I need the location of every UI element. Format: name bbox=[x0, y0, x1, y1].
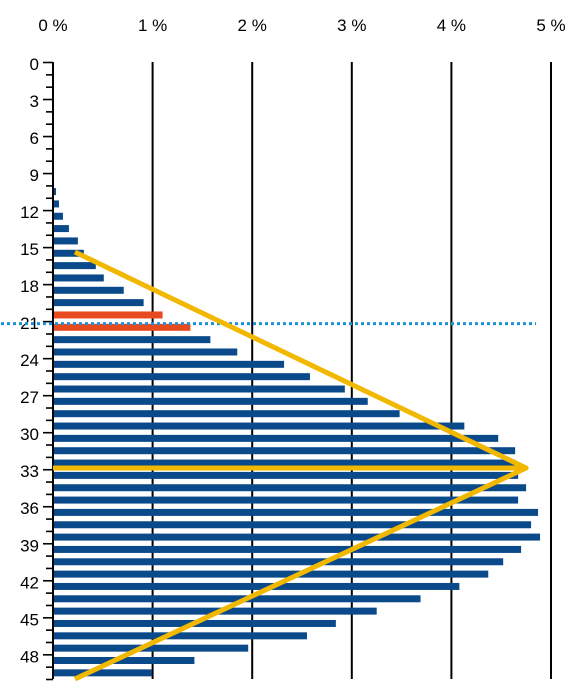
x-tick-label-2: 2 % bbox=[238, 16, 267, 35]
bar-33 bbox=[53, 471, 519, 479]
bar-13 bbox=[53, 225, 69, 233]
bar-14 bbox=[53, 237, 78, 245]
y-tick-label-6: 6 bbox=[30, 129, 39, 148]
bar-25 bbox=[53, 373, 310, 381]
bar-39 bbox=[53, 545, 522, 553]
y-tick-label-0: 0 bbox=[30, 55, 39, 74]
bar-17 bbox=[53, 274, 104, 282]
bar-26 bbox=[53, 385, 345, 393]
x-tick-label-3: 3 % bbox=[337, 16, 366, 35]
y-tick-label-42: 42 bbox=[20, 573, 39, 592]
bar-40 bbox=[53, 558, 504, 566]
y-tick-label-48: 48 bbox=[20, 647, 39, 666]
y-tick-label-21: 21 bbox=[20, 314, 39, 333]
bar-16 bbox=[53, 262, 96, 270]
bar-35 bbox=[53, 496, 519, 504]
bar-43 bbox=[53, 595, 421, 603]
overlays bbox=[1, 249, 537, 681]
bar-36 bbox=[53, 508, 539, 516]
bars bbox=[53, 175, 541, 677]
bar-30 bbox=[53, 434, 499, 442]
x-tick-label-0: 0 % bbox=[38, 16, 67, 35]
y-tick-label-9: 9 bbox=[30, 166, 39, 185]
bar-42 bbox=[53, 582, 460, 590]
bar-32 bbox=[53, 459, 516, 467]
y-tick-label-18: 18 bbox=[20, 277, 39, 296]
bar-37 bbox=[53, 521, 532, 529]
y-tick-label-36: 36 bbox=[20, 499, 39, 518]
x-tick-label-5: 5 % bbox=[536, 16, 565, 35]
bar-20 bbox=[53, 311, 163, 319]
bar-31 bbox=[53, 447, 516, 455]
y-tick-label-27: 27 bbox=[20, 388, 39, 407]
axes bbox=[43, 61, 54, 681]
bar-27 bbox=[53, 397, 368, 405]
y-tick-label-3: 3 bbox=[30, 92, 39, 111]
bar-38 bbox=[53, 533, 541, 541]
x-tick-labels: 0 % 1 % 2 % 3 % 4 % 5 % bbox=[38, 16, 565, 35]
y-tick-label-33: 33 bbox=[20, 462, 39, 481]
y-tick-label-45: 45 bbox=[20, 610, 39, 629]
bar-15 bbox=[53, 249, 84, 257]
x-tick-label-1: 1 % bbox=[138, 16, 167, 35]
y-tick-label-12: 12 bbox=[20, 203, 39, 222]
bar-49 bbox=[53, 669, 152, 677]
bar-41 bbox=[53, 570, 489, 578]
bar-21 bbox=[53, 323, 191, 331]
bar-24 bbox=[53, 360, 285, 368]
bar-22 bbox=[53, 336, 211, 344]
bar-47 bbox=[53, 644, 249, 652]
bar-18 bbox=[53, 286, 124, 294]
bar-34 bbox=[53, 484, 527, 492]
y-tick-label-24: 24 bbox=[20, 351, 39, 370]
bar-11 bbox=[53, 200, 59, 208]
x-tick-label-4: 4 % bbox=[437, 16, 466, 35]
bar-23 bbox=[53, 348, 238, 356]
bar-10 bbox=[53, 188, 56, 196]
y-tick-label-15: 15 bbox=[20, 240, 39, 259]
y-tick-label-39: 39 bbox=[20, 536, 39, 555]
bar-19 bbox=[53, 299, 144, 307]
y-tick-label-30: 30 bbox=[20, 425, 39, 444]
bar-46 bbox=[53, 632, 307, 640]
bar-28 bbox=[53, 410, 400, 418]
bar-12 bbox=[53, 212, 63, 220]
bar-48 bbox=[53, 656, 195, 664]
bar-29 bbox=[53, 422, 465, 430]
